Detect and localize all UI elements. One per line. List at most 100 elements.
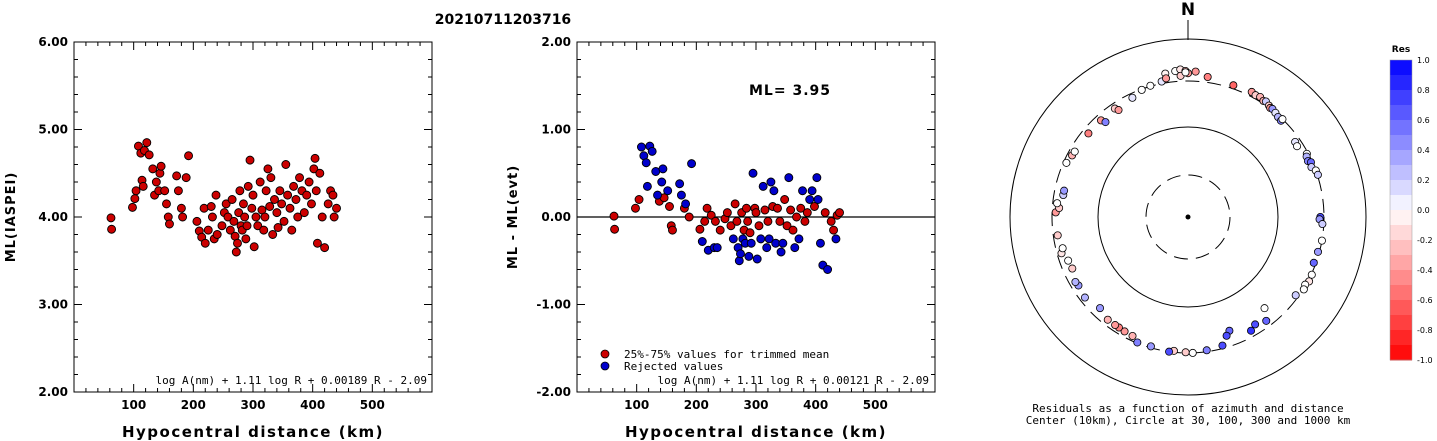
y-tick-label: 6.00	[38, 35, 68, 49]
rejected-point	[736, 249, 745, 259]
polar-point	[1317, 236, 1326, 245]
data-point	[138, 181, 148, 191]
polar-point	[1058, 244, 1067, 253]
data-point	[192, 216, 202, 226]
polar-point	[1062, 158, 1071, 167]
colorbar-tick-label: -0.2	[1417, 236, 1433, 245]
data-point	[329, 212, 339, 222]
polar-point	[1111, 321, 1120, 330]
data-point	[702, 203, 712, 213]
y-tick-label: 0.00	[541, 210, 571, 224]
polar-point	[1133, 338, 1142, 347]
data-point	[181, 173, 191, 183]
polar-point	[1128, 93, 1137, 102]
data-point	[277, 199, 287, 209]
rejected-point	[675, 179, 685, 189]
data-point	[726, 221, 736, 231]
rejected-point	[663, 186, 673, 196]
rejected-point	[728, 234, 738, 244]
data-point	[751, 208, 761, 218]
data-point	[144, 150, 154, 160]
rejected-point	[676, 190, 686, 200]
rejected-point	[762, 243, 772, 253]
data-point	[239, 199, 248, 209]
data-point	[200, 238, 210, 248]
panel1-ticks	[73, 41, 433, 393]
y-tick-label: -1.00	[536, 298, 571, 312]
data-point	[279, 216, 289, 226]
y-tick-label: 5.00	[38, 123, 68, 137]
y-tick-label: 2.00	[541, 35, 571, 49]
data-point	[665, 202, 674, 211]
data-point	[320, 243, 330, 253]
data-point	[311, 186, 321, 196]
data-point	[291, 195, 301, 204]
polar-point	[1318, 220, 1327, 229]
data-point	[260, 212, 270, 222]
data-point	[328, 190, 338, 200]
colorbar-cell	[1390, 270, 1412, 286]
polar-point	[1120, 327, 1129, 336]
data-point	[172, 171, 182, 181]
data-point	[130, 194, 140, 204]
data-point	[782, 221, 792, 231]
x-tick-label: 300	[240, 398, 265, 412]
data-point	[283, 190, 293, 200]
panel1-xtick-labels: 100 200 300 400 500	[121, 398, 385, 412]
data-point	[287, 225, 297, 235]
x-tick-label: 500	[360, 398, 385, 412]
data-point	[668, 225, 677, 235]
polar-point	[1278, 115, 1287, 124]
ring-30km	[1145, 174, 1231, 260]
data-point	[700, 216, 710, 226]
data-point	[695, 224, 705, 234]
colorbar-cell	[1390, 195, 1412, 211]
data-point	[810, 202, 819, 211]
polar-point	[1260, 304, 1269, 313]
data-point	[610, 224, 620, 234]
data-point	[820, 208, 830, 218]
y-tick-label: 3.00	[38, 298, 68, 312]
colorbar-tick-labels: 1.0 0.8 0.6 0.4 0.2 0.0 -0.2 -0.4 -0.6 -0.8 -1.0	[1417, 56, 1433, 365]
rejected-point	[748, 168, 758, 178]
polar-point	[1070, 147, 1079, 156]
rejected-point	[812, 173, 822, 183]
data-point	[786, 205, 796, 215]
panel2-ytick-labels: -2.00 -1.00 0.00 1.00 2.00	[536, 35, 571, 399]
rejected-point	[712, 243, 722, 253]
data-point	[261, 186, 271, 196]
figure-title: 20210711203716	[435, 12, 571, 28]
data-point	[234, 208, 244, 218]
panel2-ml-annotation: ML= 3.95	[749, 83, 831, 99]
colorbar-cell	[1390, 300, 1412, 316]
rejected-point	[769, 186, 779, 196]
data-point	[247, 203, 257, 213]
rejected-point	[642, 181, 652, 191]
colorbar-cell	[1390, 150, 1412, 166]
data-point	[245, 155, 255, 165]
polar-point	[1309, 258, 1318, 267]
data-point	[162, 199, 171, 209]
data-point	[165, 219, 174, 229]
center-marker	[1185, 214, 1191, 220]
data-point	[275, 186, 285, 196]
panel2-ylabel: ML - ML(evt)	[506, 165, 521, 269]
data-point	[227, 195, 237, 204]
colorbar-cell	[1390, 75, 1412, 91]
data-point	[265, 202, 275, 211]
data-point	[792, 212, 802, 222]
data-point	[631, 203, 640, 213]
y-tick-label: 2.00	[38, 385, 68, 399]
polar-point	[1191, 67, 1200, 76]
data-point	[732, 216, 742, 226]
panel1-xlabel: Hypocentral distance (km)	[122, 423, 384, 441]
data-point	[211, 190, 221, 200]
polar-point	[1218, 341, 1227, 350]
data-point	[760, 205, 770, 215]
north-label: N	[1181, 0, 1195, 20]
data-point	[289, 181, 299, 191]
polar-point	[1203, 72, 1212, 81]
data-point	[184, 151, 194, 161]
colorbar-tick-label: 0.4	[1417, 146, 1430, 155]
